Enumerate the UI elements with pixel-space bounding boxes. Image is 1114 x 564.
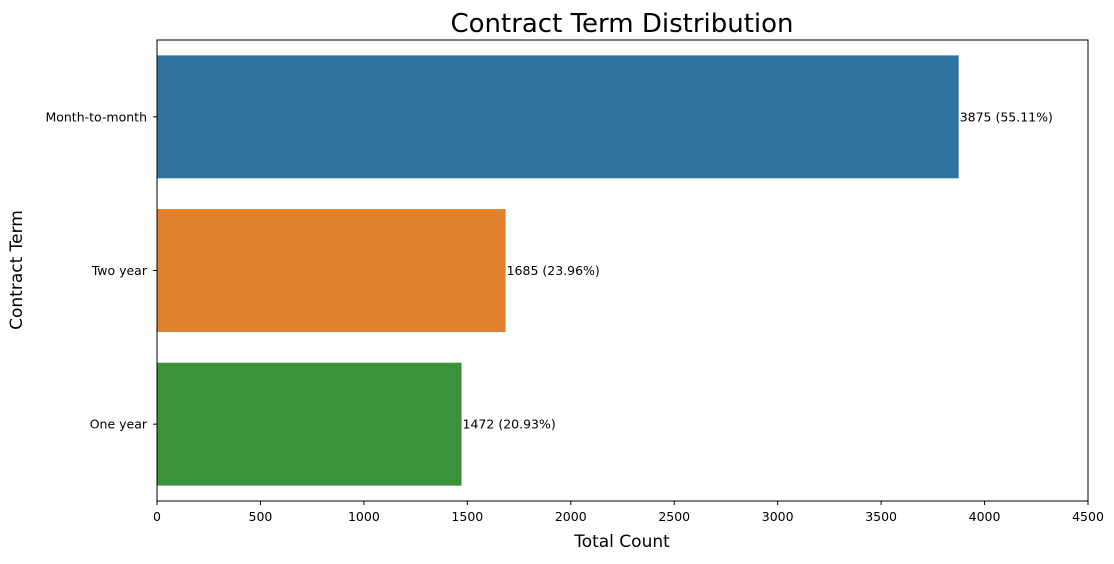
x-tick-label: 500: [249, 509, 273, 524]
data-label: 1472 (20.93%): [463, 417, 556, 432]
y-tick-label: One year: [90, 417, 148, 432]
y-axis: Month-to-month Two year One year: [45, 109, 157, 432]
y-tick-label: Month-to-month: [45, 109, 147, 124]
x-tick-label: 1000: [348, 509, 380, 524]
x-tick-label: 4500: [1072, 509, 1104, 524]
x-axis: 0 500 1000 1500 2000 2500 3000 3500 4000 4500: [153, 501, 1104, 524]
bar-month-to-month: [157, 55, 959, 179]
x-tick-label: 3500: [865, 509, 897, 524]
x-axis-label: Total Count: [573, 532, 670, 552]
data-label: 3875 (55.11%): [960, 109, 1053, 124]
x-tick-label: 4000: [969, 509, 1001, 524]
bar-two-year: [157, 209, 506, 332]
data-label: 1685 (23.96%): [507, 263, 600, 278]
x-tick-label: 3000: [762, 509, 794, 524]
bar-one-year: [157, 362, 462, 486]
x-tick-label: 1500: [451, 509, 483, 524]
y-axis-label: Contract Term: [7, 210, 27, 330]
x-tick-label: 2000: [555, 509, 587, 524]
x-tick-label: 2500: [658, 509, 690, 524]
plot-area: 3875 (55.11%) 1685 (23.96%) 1472 (20.93%): [157, 55, 1053, 486]
x-tick-label: 0: [153, 509, 161, 524]
y-tick-label: Two year: [91, 263, 148, 278]
chart-title: Contract Term Distribution: [450, 9, 793, 39]
